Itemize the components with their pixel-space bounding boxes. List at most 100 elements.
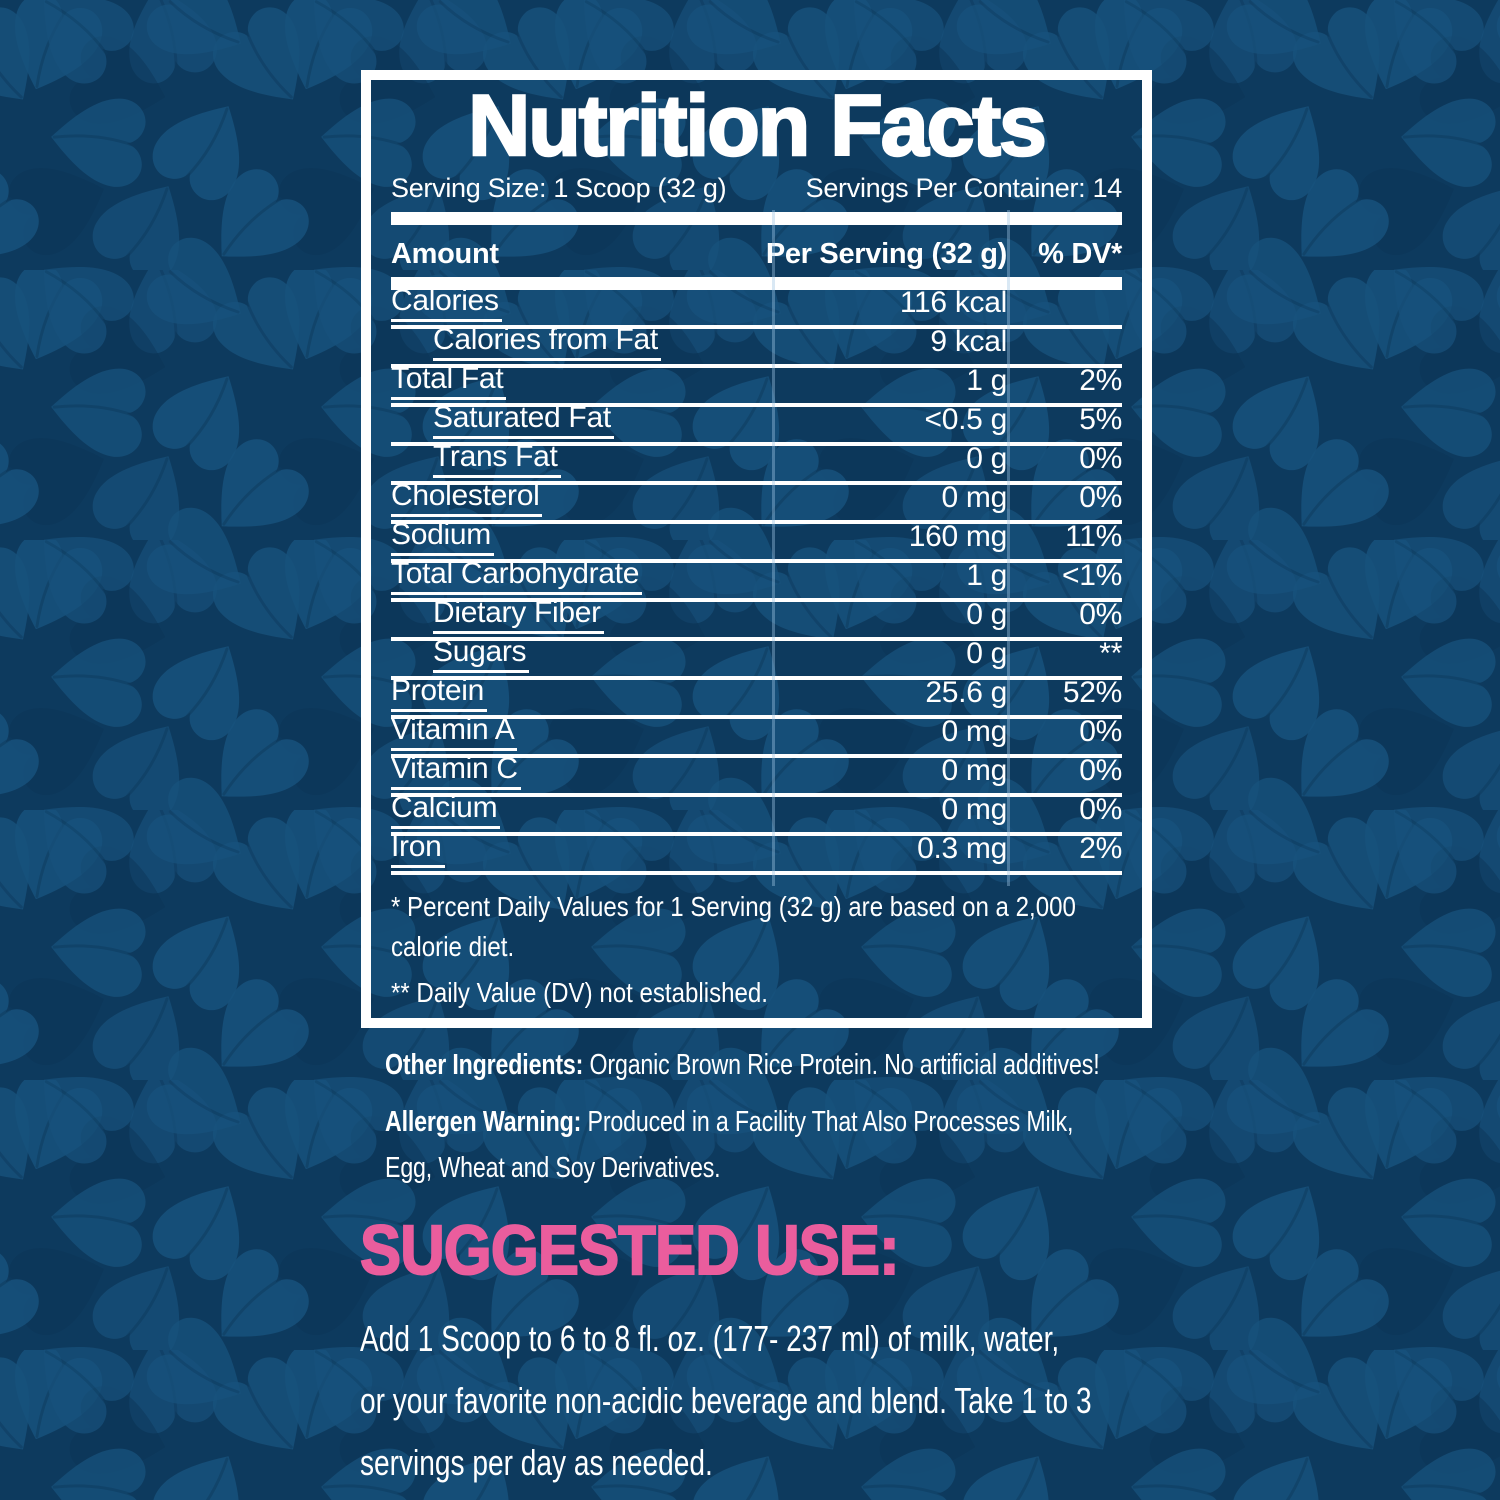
table-row: Calcium 0 mg 0% (391, 793, 1122, 836)
servings-per-container: Servings Per Container: 14 (805, 173, 1123, 203)
table-row: Dietary Fiber 0 g 0% (391, 598, 1122, 641)
row-amount: 160 mg (908, 520, 1008, 553)
suggested-use-line: servings per day as needed. (360, 1442, 713, 1483)
row-label: Calories (391, 286, 757, 325)
row-amount: 1 g (966, 364, 1007, 397)
table-row: Sodium 160 mg 11% (391, 520, 1122, 563)
footnotes: * Percent Daily Values for 1 Serving (32… (391, 887, 1076, 1013)
row-label-text: Sodium (391, 520, 494, 556)
row-daily-value: <1% (1062, 559, 1122, 592)
row-label: Sodium (391, 520, 757, 559)
row-label: Cholesterol (391, 481, 757, 520)
suggested-use-body: Add 1 Scoop to 6 to 8 fl. oz. (177- 237 … (360, 1308, 1218, 1494)
column-header-per-serving: Per Serving (32 g) (765, 238, 1007, 270)
table-row: Calories from Fat 9 kcal (391, 325, 1122, 368)
row-label-text: Trans Fat (433, 442, 561, 478)
table-row: Total Fat 1 g 2% (391, 364, 1122, 407)
row-label-text: Cholesterol (391, 481, 543, 517)
column-header-row: Amount Per Serving (32 g) % DV* (391, 235, 1122, 271)
row-label-text: Vitamin A (391, 715, 518, 751)
row-label-text: Total Carbohydrate (391, 559, 643, 595)
serving-size: Serving Size: 1 Scoop (32 g) (391, 173, 727, 203)
row-label-text: Calories (391, 286, 502, 322)
table-row: Calories 116 kcal (391, 286, 1122, 329)
suggested-use-line: Add 1 Scoop to 6 to 8 fl. oz. (177- 237 … (360, 1318, 1060, 1359)
row-amount: 0 g (966, 637, 1007, 670)
row-label-text: Dietary Fiber (433, 598, 604, 634)
table-row: Vitamin C 0 mg 0% (391, 754, 1122, 797)
suggested-use-line: or your favorite non-acidic beverage and… (360, 1380, 1092, 1421)
table-row: Iron 0.3 mg 2% (391, 832, 1122, 875)
row-amount: 0 mg (941, 715, 1008, 748)
column-divider-line (772, 210, 775, 886)
table-row: Total Carbohydrate 1 g <1% (391, 559, 1122, 602)
footnote-line: ** Daily Value (DV) not established. (391, 977, 769, 1008)
row-amount: 116 kcal (899, 286, 1007, 319)
row-amount: 0.3 mg (917, 832, 1007, 865)
row-amount: 0 g (966, 442, 1007, 475)
table-row: Saturated Fat <0.5 g 5% (391, 403, 1122, 446)
column-header-amount: Amount (391, 238, 499, 270)
row-daily-value: 0% (1079, 754, 1122, 787)
table-row: Vitamin A 0 mg 0% (391, 715, 1122, 758)
column-divider-line (1007, 210, 1010, 886)
table-row: Sugars 0 g ** (391, 637, 1122, 680)
row-amount: 0 g (966, 598, 1007, 631)
row-amount: 0 mg (941, 793, 1008, 826)
row-amount: 1 g (966, 559, 1007, 592)
row-label-text: Vitamin C (391, 754, 521, 790)
row-label-text: Calcium (391, 793, 501, 829)
row-amount: 25.6 g (925, 676, 1007, 709)
divider-bar-top (391, 212, 1122, 225)
footnote-line: * Percent Daily Values for 1 Serving (32… (391, 891, 1076, 922)
table-row: Trans Fat 0 g 0% (391, 442, 1122, 485)
allergen-warning: Allergen Warning: Produced in a Facility… (385, 1099, 1233, 1191)
column-header-daily-value: % DV* (1038, 238, 1122, 270)
row-daily-value: 2% (1079, 832, 1122, 865)
row-label: Total Carbohydrate (391, 559, 757, 598)
row-label: Dietary Fiber (391, 598, 757, 637)
nutrition-table: Calories 116 kcal Calories from Fat 9 kcal T… (391, 286, 1122, 875)
row-label: Saturated Fat (391, 403, 757, 442)
divider-bar-header (391, 277, 1122, 290)
row-amount: 0 mg (941, 754, 1008, 787)
row-label: Vitamin A (391, 715, 757, 754)
row-amount: 0 mg (941, 481, 1008, 514)
other-ingredients: Other Ingredients: Organic Brown Rice Pr… (385, 1045, 1233, 1085)
row-label: Calories from Fat (391, 325, 757, 364)
row-daily-value: ** (1099, 637, 1122, 670)
suggested-use-heading: SUGGESTED USE: (359, 1210, 900, 1290)
other-ingredients-label: Other Ingredients: (385, 1049, 584, 1081)
row-amount: <0.5 g (924, 403, 1008, 436)
table-row: Protein 25.6 g 52% (391, 676, 1122, 719)
row-label-text: Sugars (433, 637, 530, 673)
row-daily-value: 0% (1079, 715, 1122, 748)
allergen-warning-text: Produced in a Facility That Also Process… (587, 1106, 1074, 1138)
suggested-use-section: SUGGESTED USE: Add 1 Scoop to 6 to 8 fl.… (359, 1208, 1460, 1494)
row-label: Vitamin C (391, 754, 757, 793)
row-label: Total Fat (391, 364, 757, 403)
serving-info-row: Serving Size: 1 Scoop (32 g) Servings Pe… (391, 170, 1122, 204)
row-label: Calcium (391, 793, 757, 832)
allergen-warning-line: Egg, Wheat and Soy Derivatives. (385, 1152, 721, 1184)
nutrition-facts-title: Nutrition Facts (467, 78, 1048, 174)
row-amount: 9 kcal (930, 325, 1007, 358)
extra-info-section: Other Ingredients: Organic Brown Rice Pr… (385, 1045, 1233, 1191)
row-label-text: Calories from Fat (433, 325, 661, 361)
row-label: Iron (391, 832, 757, 871)
table-row: Cholesterol 0 mg 0% (391, 481, 1122, 524)
row-daily-value: 0% (1079, 442, 1122, 475)
row-daily-value: 2% (1079, 364, 1122, 397)
row-daily-value: 52% (1062, 676, 1122, 709)
row-label: Sugars (391, 637, 757, 676)
allergen-warning-line: Allergen Warning: Produced in a Facility… (385, 1099, 1233, 1145)
row-label-text: Total Fat (391, 364, 507, 400)
row-label-text: Saturated Fat (433, 403, 614, 439)
footnote-line: calorie diet. (391, 931, 515, 962)
row-daily-value: 5% (1079, 403, 1122, 436)
row-daily-value: 0% (1079, 481, 1122, 514)
other-ingredients-text: Organic Brown Rice Protein. No artificia… (589, 1049, 1100, 1081)
row-label-text: Protein (391, 676, 487, 712)
